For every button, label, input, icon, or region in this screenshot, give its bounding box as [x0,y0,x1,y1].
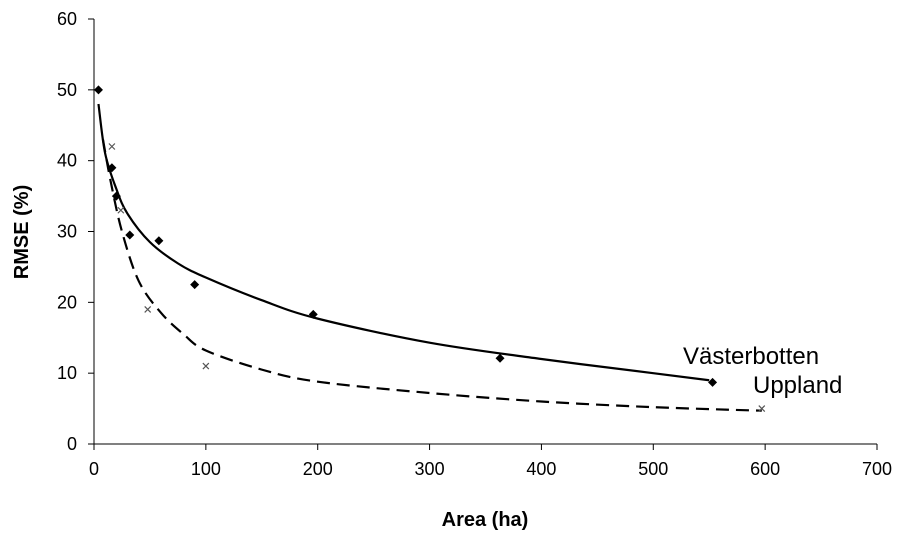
trendlines [97,103,762,412]
x-ticks: 0 100 200 300 400 500 600 700 [89,444,892,479]
y-axis-title: RMSE (%) [11,185,33,279]
x-tick-label: 400 [526,459,556,479]
data-point-cross [202,362,210,370]
x-tick-label: 100 [191,459,221,479]
x-tick-label: 300 [415,459,445,479]
data-point-diamond [111,191,121,201]
data-point-diamond [495,353,505,363]
series-label-vasterbotten: Västerbotten [683,343,819,370]
series-label-uppland: Uppland [753,372,842,399]
x-tick-label: 500 [638,459,668,479]
y-tick-label: 20 [57,292,77,312]
plot-area: 0 100 200 300 400 500 600 700 0 10 20 30 40 50 60 [57,9,892,479]
data-markers [93,85,766,413]
data-point-diamond [154,236,164,246]
trendline-series-1 [97,103,710,382]
data-point-cross [108,143,116,150]
data-point-cross [117,206,125,214]
y-tick-label: 40 [57,151,77,171]
trendline-series-2 [101,139,762,412]
data-point-diamond [125,230,135,240]
y-tick-label: 0 [67,434,77,454]
data-point-diamond [93,85,103,95]
y-tick-label: 10 [57,363,77,383]
data-point-cross [144,305,152,313]
data-point-diamond [107,163,117,173]
data-point-cross [758,405,766,413]
y-tick-label: 50 [57,80,77,100]
data-point-diamond [708,377,718,387]
data-point-diamond [308,309,318,319]
y-tick-label: 60 [57,9,77,29]
y-tick-label: 30 [57,222,77,242]
x-tick-label: 0 [89,459,99,479]
data-point-diamond [190,280,200,290]
y-ticks: 0 10 20 30 40 50 60 [57,9,94,454]
x-axis-title: Area (ha) [442,509,529,531]
x-tick-label: 600 [750,459,780,479]
x-tick-label: 700 [862,459,892,479]
x-tick-label: 200 [303,459,333,479]
